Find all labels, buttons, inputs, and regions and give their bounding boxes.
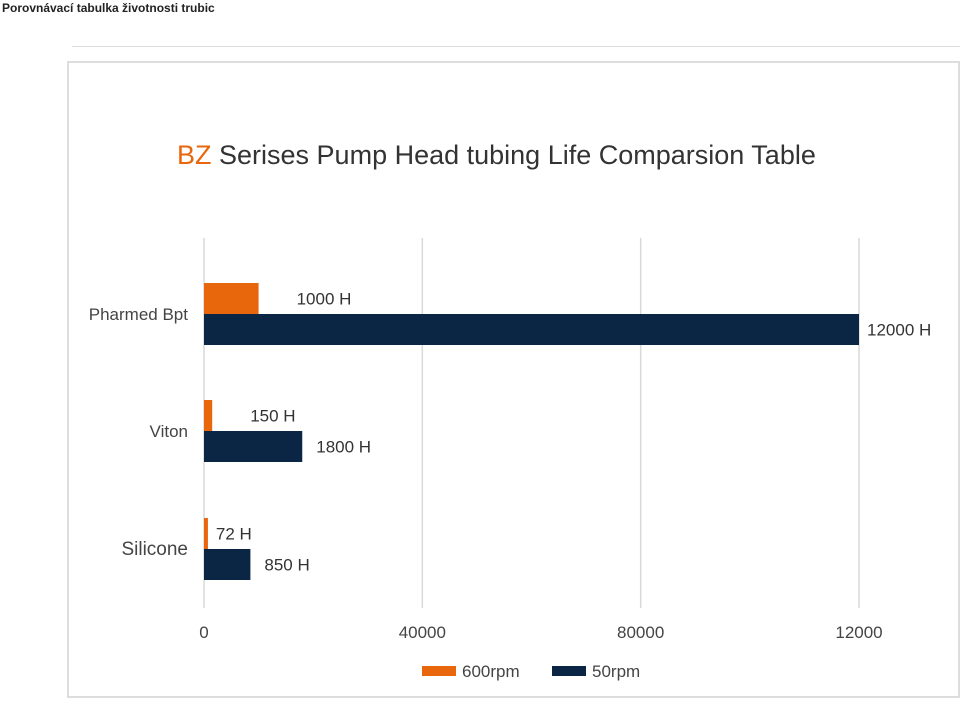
x-tick-label: 0	[199, 623, 208, 642]
chart-frame	[67, 61, 960, 698]
legend-swatch	[552, 666, 586, 676]
data-label: 12000 H	[867, 321, 931, 340]
legend-label: 50rpm	[592, 662, 640, 681]
x-tick-label: 12000	[835, 623, 882, 642]
chart-title: BZ Serises Pump Head tubing Life Compars…	[177, 140, 816, 170]
data-label: 150 H	[250, 407, 295, 426]
divider	[72, 46, 960, 47]
x-tick-label: 80000	[617, 623, 664, 642]
category-label: Silicone	[121, 539, 188, 560]
bar-600rpm	[204, 283, 259, 314]
legend: 600rpm 50rpm	[422, 662, 640, 681]
legend-swatch	[422, 666, 456, 676]
chart-title-rest: Serises Pump Head tubing Life Comparsion…	[212, 140, 816, 170]
category-label: Viton	[150, 422, 188, 441]
category-labels: Pharmed Bpt Viton Silicone	[89, 305, 188, 560]
bar-600rpm	[204, 400, 213, 431]
data-labels: 1000 H 12000 H 150 H 1800 H 72 H 850 H	[216, 290, 931, 575]
data-label: 1000 H	[297, 290, 352, 309]
bars	[204, 283, 859, 580]
x-tick-label: 40000	[399, 623, 446, 642]
category-label: Pharmed Bpt	[89, 305, 188, 324]
bar-50rpm	[204, 314, 859, 345]
legend-label: 600rpm	[462, 662, 520, 681]
page-heading: Porovnávací tabulka životnosti trubic	[2, 1, 215, 15]
chart-title-accent: BZ	[177, 140, 212, 170]
bar-600rpm	[204, 518, 208, 549]
bar-50rpm	[204, 431, 303, 462]
data-label: 72 H	[216, 525, 252, 544]
data-label: 850 H	[264, 556, 309, 575]
data-label: 1800 H	[316, 438, 371, 457]
bar-50rpm	[204, 549, 251, 580]
x-tick-labels: 0 40000 80000 12000	[199, 623, 882, 642]
